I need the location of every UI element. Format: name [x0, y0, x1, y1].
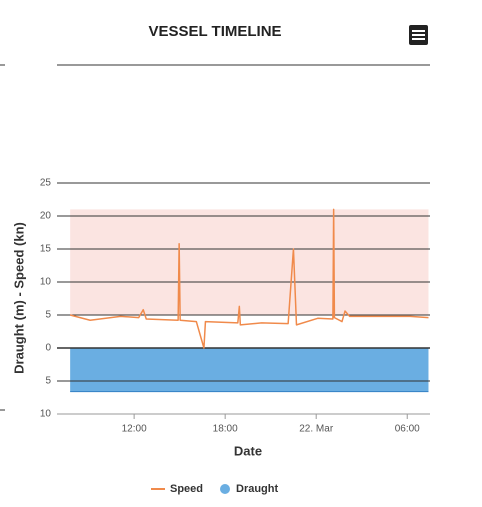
x-axis-title: Date	[234, 443, 262, 458]
x-tick-label: 06:00	[395, 424, 420, 435]
y-tick-label: 10	[40, 409, 52, 420]
menu-button[interactable]	[409, 25, 428, 45]
y-tick-label: 20	[40, 211, 52, 222]
speed-line	[69, 208, 429, 349]
legend-speed-label: Speed	[170, 483, 203, 495]
y-tick-label: 5	[45, 310, 51, 321]
y-tick-label: 10	[40, 277, 52, 288]
legend-draught-icon	[220, 484, 230, 494]
chart-title: VESSEL TIMELINE	[148, 23, 281, 40]
menu-bar	[412, 38, 425, 40]
plot-band	[70, 209, 429, 315]
y-tick-label: 0	[45, 343, 51, 354]
y-tick-label: 5	[45, 376, 51, 387]
draught-area	[70, 348, 429, 392]
legend-draught-label: Draught	[236, 483, 279, 495]
x-tick-label: 22. Mar	[299, 424, 334, 435]
y-tick-label: 25	[40, 178, 52, 189]
menu-bar	[412, 34, 425, 36]
x-tick-label: 18:00	[213, 424, 238, 435]
y-tick-label: 15	[40, 244, 52, 255]
menu-bar	[412, 30, 425, 32]
x-tick-label: 12:00	[122, 424, 147, 435]
y-axis-title: Draught (m) - Speed (kn)	[11, 222, 26, 374]
